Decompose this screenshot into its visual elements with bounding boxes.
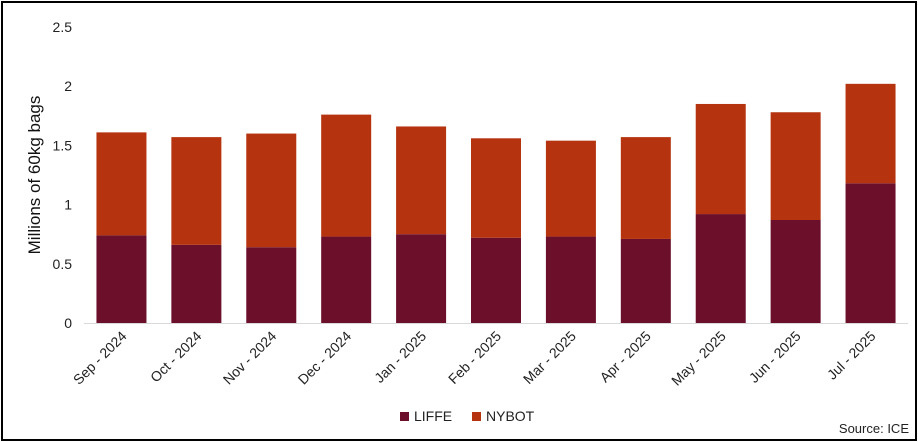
x-tick-label: Mar - 2025 [520,328,579,387]
stacked-bar-chart: Sep - 2024 Oct - 2024 Nov - 2024 Dec - 2024… [25,19,909,436]
bar-nybot-6 [545,140,596,237]
bar-nybot-10 [845,83,896,184]
bar-liffe-2 [246,247,297,323]
bar-nybot-0 [96,132,147,236]
x-tick-labels: Sep - 2024 Oct - 2024 Nov - 2024 Dec - 2024… [70,328,879,389]
legend-swatch-nybot [472,412,481,421]
bar-liffe-3 [321,236,372,323]
x-tick-label: Apr - 2025 [596,328,654,386]
bar-nybot-3 [321,114,372,237]
bar-liffe-6 [545,236,596,323]
bar-liffe-8 [695,214,746,323]
bar-liffe-4 [396,234,447,323]
x-tick-label: Feb - 2025 [445,328,504,387]
bars [96,83,896,323]
bar-nybot-5 [471,138,521,238]
y-tick-label: 0 [64,315,72,331]
x-tick-label: Sep - 2024 [70,328,130,388]
y-tick-label: 1 [64,197,72,213]
bar-liffe-9 [770,219,821,323]
bar-nybot-8 [695,103,746,215]
bar-nybot-7 [620,137,671,239]
x-tick-label: Nov - 2024 [220,328,280,388]
legend-label-nybot: NYBOT [486,408,535,424]
y-tick-labels: 0 0.5 1 1.5 2 2.5 [53,19,73,331]
x-tick-label: Jul - 2025 [824,328,879,383]
x-tick-label: Jun - 2025 [746,328,804,386]
bar-nybot-2 [246,133,297,248]
y-axis-title: Millions of 60kg bags [25,96,44,255]
bar-nybot-1 [171,137,222,245]
bar-nybot-9 [770,112,821,220]
bar-liffe-7 [620,238,671,323]
y-tick-label: 0.5 [53,256,73,272]
bar-liffe-10 [845,183,896,323]
legend: LIFFE NYBOT [400,408,535,424]
bar-liffe-5 [471,237,521,323]
x-tick-label: Dec - 2024 [295,328,355,388]
source-note: Source: ICE [839,421,909,436]
legend-label-liffe: LIFFE [414,408,452,424]
bar-liffe-0 [96,235,147,323]
y-tick-label: 2 [64,78,72,94]
x-tick-label: Oct - 2024 [147,328,205,386]
y-tick-label: 1.5 [53,137,73,153]
bar-liffe-1 [171,244,222,323]
y-tick-label: 2.5 [53,19,73,35]
x-tick-label: Jan - 2025 [371,328,429,386]
bar-nybot-4 [396,126,447,235]
legend-swatch-liffe [400,412,409,421]
x-tick-label: May - 2025 [668,328,729,389]
